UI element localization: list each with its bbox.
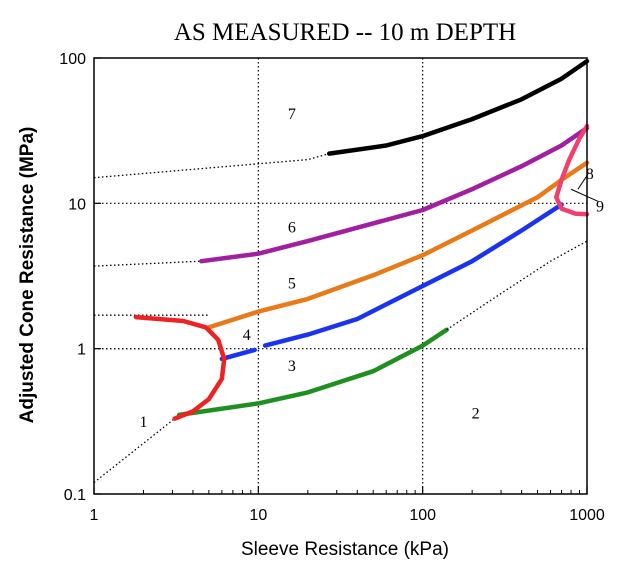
y-tick-label: 10 — [68, 196, 86, 213]
y-tick-label: 100 — [59, 51, 86, 68]
series-line-4 — [199, 125, 590, 264]
zone-label: 8 — [586, 166, 594, 183]
series-line-11 — [176, 327, 449, 418]
x-tick-label: 10 — [249, 507, 267, 524]
zone-leader — [577, 175, 588, 190]
series-group — [93, 58, 590, 484]
grid — [94, 58, 587, 494]
x-axis-title: Sleeve Resistance (kPa) — [241, 539, 449, 560]
zone-label: 5 — [288, 275, 296, 292]
series-line-6 — [206, 160, 590, 330]
series-line-13 — [133, 314, 227, 421]
series-line-9 — [262, 202, 564, 348]
series-line-10 — [93, 418, 176, 484]
x-tick-label: 100 — [409, 507, 436, 524]
zone-label: 1 — [139, 414, 147, 431]
zone-label: 2 — [472, 406, 480, 423]
plot-frame — [93, 57, 588, 495]
x-tick-label: 1 — [90, 507, 99, 524]
series-line-8 — [219, 347, 257, 362]
series-line-12 — [446, 240, 588, 331]
zone-leader — [570, 188, 599, 202]
zone-label: 6 — [288, 219, 296, 236]
y-tick-label: 0.1 — [64, 487, 86, 504]
zone-label: 4 — [243, 327, 251, 344]
y-axis-title: Adjusted Cone Resistance (MPa) — [17, 127, 38, 424]
series-line-1 — [93, 152, 330, 179]
x-tick-label: 1000 — [569, 507, 605, 524]
series-line-14 — [554, 123, 590, 217]
chart-title: AS MEASURED -- 10 m DEPTH — [174, 19, 516, 46]
zone-labels: 1 2 3 4 5 6 7 89 — [139, 106, 604, 431]
zone-label: 7 — [288, 106, 296, 123]
series-line-3 — [93, 260, 202, 267]
y-tick-label: 1 — [77, 342, 86, 359]
zone-label: 9 — [596, 198, 604, 215]
series-line-2 — [326, 58, 590, 156]
zone-label: 3 — [288, 358, 296, 375]
